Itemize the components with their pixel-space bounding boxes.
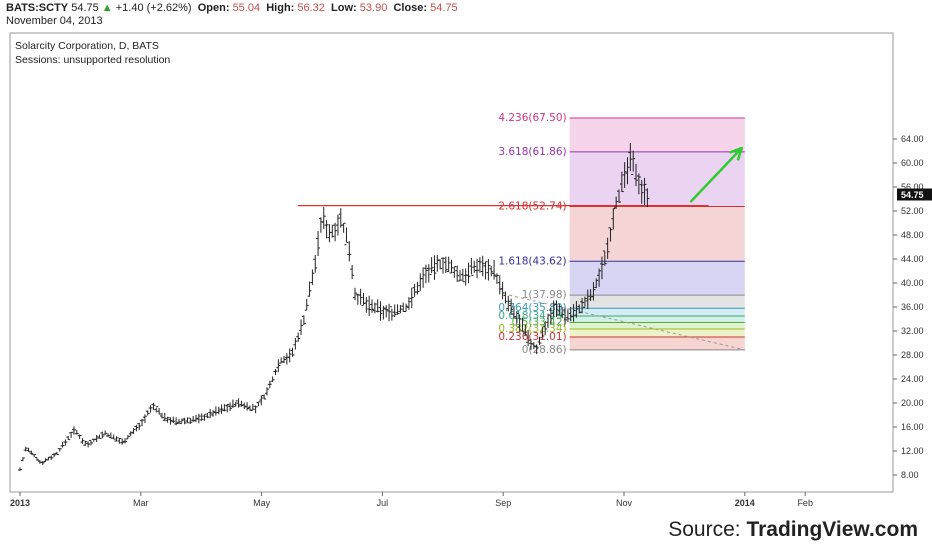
y-tick-label: 60.00 — [901, 158, 924, 168]
fib-level-label: 3.618(61.86) — [498, 146, 566, 158]
y-tick-label: 8.00 — [901, 470, 919, 480]
x-tick-label: Jul — [377, 498, 389, 508]
ohlc-header: BATS:SCTY 54.75 ▲ +1.40 (+2.62%) Open: 5… — [6, 2, 458, 14]
x-tick-label: 2013 — [10, 498, 30, 508]
trend-arrow-head — [729, 146, 744, 161]
open-value: 55.04 — [232, 2, 261, 14]
y-tick-label: 48.00 — [901, 230, 924, 240]
y-tick-label: 28.00 — [901, 350, 924, 360]
chart-legend-sessions: Sessions: unsupported resolution — [15, 54, 170, 66]
price-change: +1.40 (+2.62%) — [115, 2, 192, 14]
x-tick-label: Mar — [133, 498, 149, 508]
fib-level-label: 0.382(32.34) — [498, 323, 566, 335]
y-tick-label: 12.00 — [901, 446, 924, 456]
fib-level-label: 2.618(52.74) — [498, 201, 566, 213]
fib-band — [569, 328, 745, 337]
fib-band — [569, 308, 745, 317]
up-triangle-icon: ▲ — [101, 2, 113, 14]
close-label: Close: — [393, 2, 428, 14]
fib-band — [569, 295, 745, 309]
y-tick-label: 40.00 — [901, 278, 924, 288]
y-tick-label: 24.00 — [901, 374, 924, 384]
fib-band — [569, 206, 745, 262]
x-tick-label: 2014 — [735, 498, 755, 508]
y-tick-label: 44.00 — [901, 254, 924, 264]
fib-band — [569, 118, 745, 152]
fib-level-label: 0.764(35.80) — [498, 302, 566, 314]
fib-band — [569, 336, 745, 350]
open-label: Open: — [197, 2, 230, 14]
fib-level-label: 0.236(31.01) — [498, 331, 566, 343]
y-tick-label: 56.00 — [901, 182, 924, 192]
trend-line — [509, 294, 745, 351]
last-price-label: 54.75 — [901, 190, 924, 200]
source-prefix: Source: — [668, 518, 747, 541]
trend-arrow — [689, 147, 743, 203]
fib-band — [569, 261, 745, 296]
header-date: November 04, 2013 — [6, 15, 103, 27]
fib-level-label: 0(28.86) — [522, 344, 567, 356]
y-tick-label: 16.00 — [901, 422, 924, 432]
last-price-badge — [897, 188, 932, 201]
y-tick-label: 20.00 — [901, 398, 924, 408]
chart-legend-title: Solarcity Corporation, D, BATS — [15, 40, 159, 52]
source-credit: Source: TradingView.com — [668, 518, 918, 542]
fib-band — [569, 316, 745, 323]
fib-level-label: 1.618(43.62) — [498, 255, 566, 267]
x-tick-label: Nov — [616, 498, 633, 508]
low-value: 53.90 — [359, 2, 388, 14]
high-value: 56.32 — [297, 2, 325, 14]
fib-level-label: 1(37.98) — [522, 289, 567, 301]
x-tick-label: Feb — [797, 498, 813, 508]
close-value: 54.75 — [430, 2, 458, 14]
fib-level-label: 0.618(34.49) — [498, 310, 566, 322]
y-tick-label: 52.00 — [901, 206, 924, 216]
y-tick-label: 32.00 — [901, 326, 924, 336]
y-tick-label: 36.00 — [901, 302, 924, 312]
low-label: Low: — [331, 2, 357, 14]
source-brand: TradingView.com — [746, 518, 918, 541]
fib-band — [569, 322, 745, 329]
last-price: 54.75 — [71, 2, 99, 14]
high-label: High: — [266, 2, 295, 14]
fib-level-label: 4.236(67.50) — [498, 112, 566, 124]
fib-band — [569, 151, 745, 207]
x-tick-label: May — [253, 498, 271, 508]
x-tick-label: Sep — [495, 498, 511, 508]
symbol: BATS:SCTY — [6, 2, 69, 14]
y-tick-label: 64.00 — [901, 134, 924, 144]
